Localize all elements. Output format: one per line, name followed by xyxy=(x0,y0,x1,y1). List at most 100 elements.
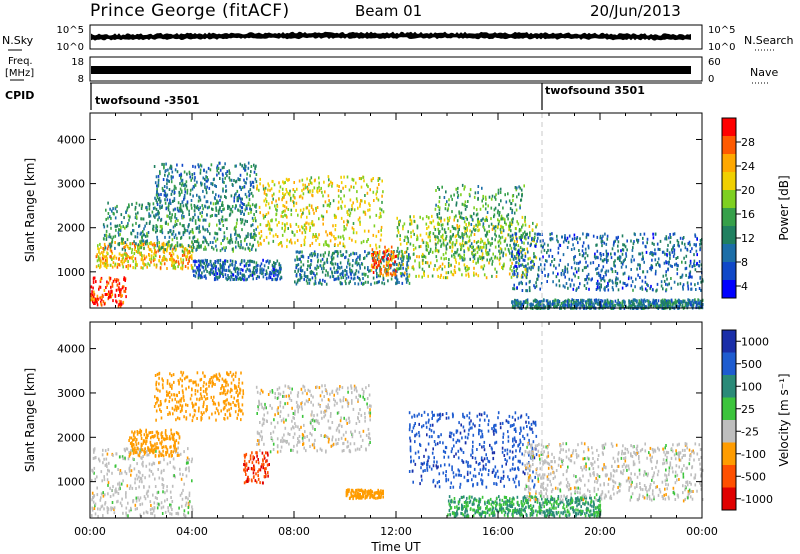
echo-cell xyxy=(639,232,642,236)
echo-cell xyxy=(210,163,213,167)
echo-cell xyxy=(115,228,117,232)
echo-cell xyxy=(230,178,233,182)
echo-cell xyxy=(382,210,385,214)
echo-cell xyxy=(574,274,576,278)
echo-cell xyxy=(651,258,653,262)
echo-cell xyxy=(174,265,176,269)
echo-cell xyxy=(126,484,129,488)
echo-cell xyxy=(332,275,335,278)
echo-cell xyxy=(162,244,165,248)
echo-cell xyxy=(372,233,375,237)
echo-cell xyxy=(518,229,521,233)
echo-cell xyxy=(520,255,523,259)
echo-cell xyxy=(479,240,482,244)
echo-cell xyxy=(275,218,277,222)
echo-cell xyxy=(463,187,465,191)
echo-cell xyxy=(218,219,220,223)
echo-cell xyxy=(282,192,284,196)
echo-cell xyxy=(390,245,393,249)
echo-cell xyxy=(603,304,605,308)
echo-cell xyxy=(510,202,512,206)
echo-cell xyxy=(477,240,480,243)
echo-cell xyxy=(101,453,104,457)
echo-cell xyxy=(188,231,191,235)
echo-cell xyxy=(369,269,371,273)
echo-cell xyxy=(374,259,377,263)
echo-cell xyxy=(215,269,217,273)
echo-cell xyxy=(190,178,192,182)
echo-cell xyxy=(416,224,419,228)
echo-cell xyxy=(295,250,298,254)
echo-cell xyxy=(582,303,585,307)
echo-cell xyxy=(215,232,217,236)
echo-cell xyxy=(245,278,247,282)
echo-cell xyxy=(436,213,438,216)
echo-cell xyxy=(326,257,328,261)
echo-cell xyxy=(633,258,635,262)
echo-cell xyxy=(409,215,411,219)
echo-cell xyxy=(148,258,151,261)
echo-cell xyxy=(96,259,99,263)
echo-cell xyxy=(218,171,220,175)
echo-cell xyxy=(309,229,311,232)
echo-cell xyxy=(249,180,252,184)
echo-cell xyxy=(357,218,360,222)
echo-cell xyxy=(265,260,268,264)
echo-cell xyxy=(578,252,581,256)
echo-cell xyxy=(111,265,114,269)
echo-cell xyxy=(289,224,292,228)
echo-cell xyxy=(224,162,226,166)
echo-cell xyxy=(293,196,296,200)
echo-cell xyxy=(214,213,217,217)
echo-cell xyxy=(416,236,419,240)
echo-cell xyxy=(118,257,120,261)
echo-cell xyxy=(343,245,346,249)
echo-cell xyxy=(243,185,246,189)
echo-cell xyxy=(155,254,157,258)
echo-cell xyxy=(665,288,668,292)
echo-cell xyxy=(181,497,184,501)
echo-cell xyxy=(418,255,420,259)
echo-cell xyxy=(536,299,538,303)
echo-cell xyxy=(510,246,513,250)
echo-cell xyxy=(172,229,175,233)
echo-cell xyxy=(94,302,96,305)
echo-cell xyxy=(436,248,438,252)
echo-cell xyxy=(262,258,264,262)
echo-cell xyxy=(120,237,123,241)
echo-cell xyxy=(126,238,129,242)
echo-cell xyxy=(476,212,479,216)
echo-cell xyxy=(143,254,145,258)
echo-cell xyxy=(617,288,620,292)
echo-cell xyxy=(120,253,123,257)
echo-cell xyxy=(630,268,632,271)
echo-cell xyxy=(677,241,680,244)
echo-cell xyxy=(375,234,378,238)
echo-cell xyxy=(620,261,623,265)
echo-cell xyxy=(373,281,376,285)
echo-cell xyxy=(473,271,475,275)
echo-cell xyxy=(305,279,308,283)
echo-cell xyxy=(167,243,169,247)
echo-cell xyxy=(240,277,242,281)
echo-cell xyxy=(481,256,484,260)
echo-cell xyxy=(529,256,531,260)
echo-cell xyxy=(315,233,317,236)
echo-cell xyxy=(209,270,212,274)
echo-cell xyxy=(398,281,400,284)
echo-cell xyxy=(306,268,309,271)
echo-cell xyxy=(303,241,306,245)
echo-cell xyxy=(438,206,441,210)
echo-cell xyxy=(351,270,354,274)
echo-cell xyxy=(216,166,218,170)
echo-cell xyxy=(122,285,125,289)
echo-cell xyxy=(294,190,296,193)
echo-cell xyxy=(114,241,116,244)
echo-cell xyxy=(371,256,374,260)
echo-cell xyxy=(516,286,518,290)
echo-cell xyxy=(480,255,482,259)
echo-cell xyxy=(271,219,273,223)
echo-cell xyxy=(176,170,179,174)
echo-cell xyxy=(524,252,527,256)
echo-cell xyxy=(188,213,190,216)
